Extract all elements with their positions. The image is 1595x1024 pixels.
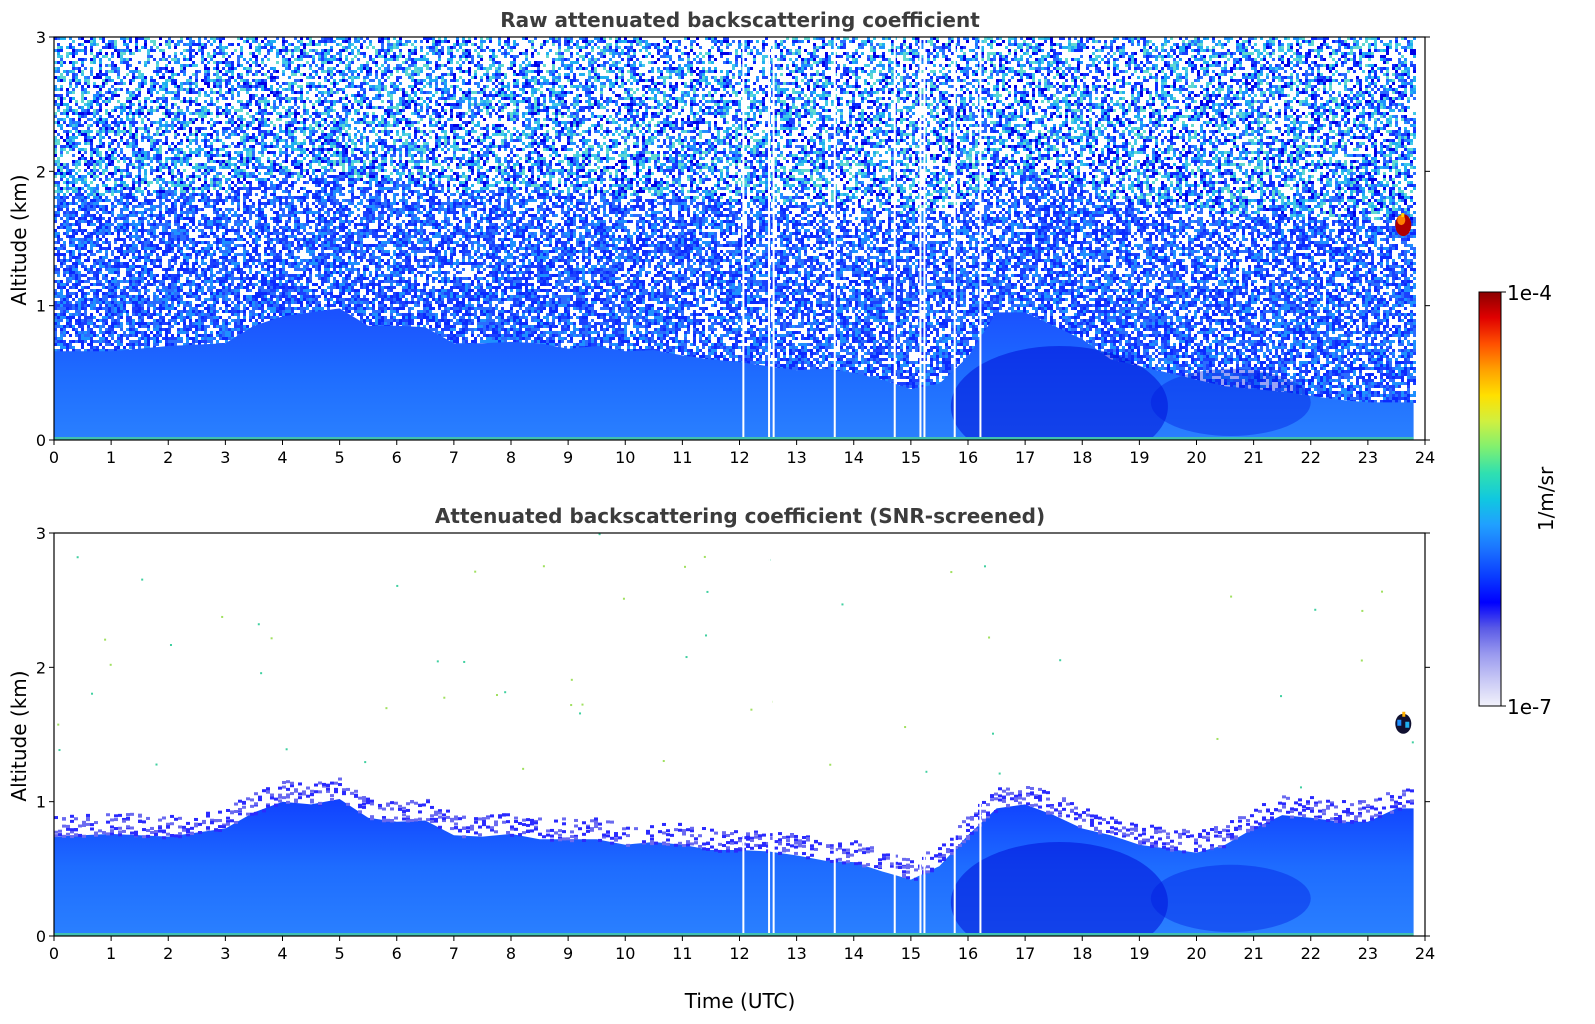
x-tick-label: 16 [958,448,978,467]
data-gap [773,37,775,440]
x-tick-label: 15 [901,448,921,467]
data-gap [923,37,925,440]
y-tick-label: 3 [36,524,46,543]
x-tick-label: 0 [49,448,59,467]
data-gap [919,37,921,440]
x-tick-label: 11 [672,448,692,467]
colorbar-gradient [1479,292,1501,706]
x-tick-label: 15 [901,944,921,963]
colorbar-units-label: 1/m/sr [1534,466,1558,531]
x-tick-label: 17 [1015,448,1035,467]
x-tick-label: 20 [1186,448,1206,467]
x-tick-label: 22 [1301,448,1321,467]
screened-backscatter-panel: Attenuated backscattering coefficient (S… [7,504,1435,1013]
x-tick-label: 22 [1301,944,1321,963]
x-tick-label: 21 [1243,944,1263,963]
y-tick-label: 1 [36,793,46,812]
x-tick-label: 6 [392,944,402,963]
x-tick-label: 18 [1072,944,1092,963]
x-tick-label: 13 [786,448,806,467]
x-tick-label: 19 [1129,944,1149,963]
colorbar: 1e-4 1e-7 1/m/sr [1479,281,1558,719]
x-tick-label: 18 [1072,448,1092,467]
x-tick-label: 8 [506,944,516,963]
x-tick-label: 8 [506,448,516,467]
data-gap [773,533,775,936]
x-tick-label: 1 [106,448,116,467]
x-tick-label: 10 [615,448,635,467]
x-tick-label: 3 [220,448,230,467]
x-tick-label: 16 [958,944,978,963]
data-gap [979,533,981,936]
x-tick-label: 14 [844,448,864,467]
y-tick-label: 0 [36,927,46,946]
x-tick-label: 12 [729,944,749,963]
evening-layer-dark [1151,865,1311,932]
colorbar-max-label: 1e-4 [1507,281,1552,305]
data-gap [894,37,896,440]
data-gap [742,37,744,440]
data-gap [954,533,956,936]
raw-heatmap-layer [54,37,1425,467]
x-tick-label: 23 [1358,448,1378,467]
x-tick-label: 24 [1415,448,1435,467]
x-tick-label: 0 [49,944,59,963]
y-tick-label: 2 [36,162,46,181]
data-gap [834,533,836,936]
x-axis-label: Time (UTC) [684,989,796,1013]
data-gap [894,533,896,936]
raw-panel-title: Raw attenuated backscattering coefficien… [500,8,980,32]
raw-y-axis-label: Altitude (km) [7,174,31,305]
y-tick-label: 1 [36,297,46,316]
data-gap [768,533,770,936]
x-tick-label: 9 [563,944,573,963]
x-tick-label: 23 [1358,944,1378,963]
x-tick-label: 17 [1015,944,1035,963]
x-tick-label: 6 [392,448,402,467]
x-tick-label: 13 [786,944,806,963]
x-tick-label: 7 [449,448,459,467]
data-gap [979,37,981,440]
data-gap [768,37,770,440]
x-tick-label: 2 [163,448,173,467]
colorbar-min-label: 1e-7 [1507,695,1552,719]
y-tick-label: 3 [36,28,46,47]
x-tick-label: 19 [1129,448,1149,467]
x-tick-label: 21 [1243,448,1263,467]
x-tick-label: 5 [335,448,345,467]
x-tick-label: 3 [220,944,230,963]
x-tick-label: 12 [729,448,749,467]
x-tick-label: 7 [449,944,459,963]
evening-layer-dark [1151,369,1311,436]
x-tick-label: 20 [1186,944,1206,963]
data-gap [923,533,925,936]
data-gap [919,533,921,936]
x-tick-label: 10 [615,944,635,963]
x-tick-label: 11 [672,944,692,963]
screened-y-axis-label: Altitude (km) [7,670,31,801]
raw-backscatter-panel: Raw attenuated backscattering coefficien… [7,8,1435,467]
data-gap [954,37,956,440]
y-tick-label: 0 [36,431,46,450]
x-tick-label: 1 [106,944,116,963]
y-tick-label: 2 [36,658,46,677]
x-tick-label: 24 [1415,944,1435,963]
data-gap [834,37,836,440]
data-gap [742,533,744,936]
x-tick-label: 9 [563,448,573,467]
screened-panel-title: Attenuated backscattering coefficient (S… [435,504,1045,528]
x-tick-label: 4 [277,448,287,467]
x-tick-label: 4 [277,944,287,963]
x-tick-label: 5 [335,944,345,963]
x-tick-label: 14 [844,944,864,963]
screened-heatmap-layer [54,533,1425,963]
x-tick-label: 2 [163,944,173,963]
